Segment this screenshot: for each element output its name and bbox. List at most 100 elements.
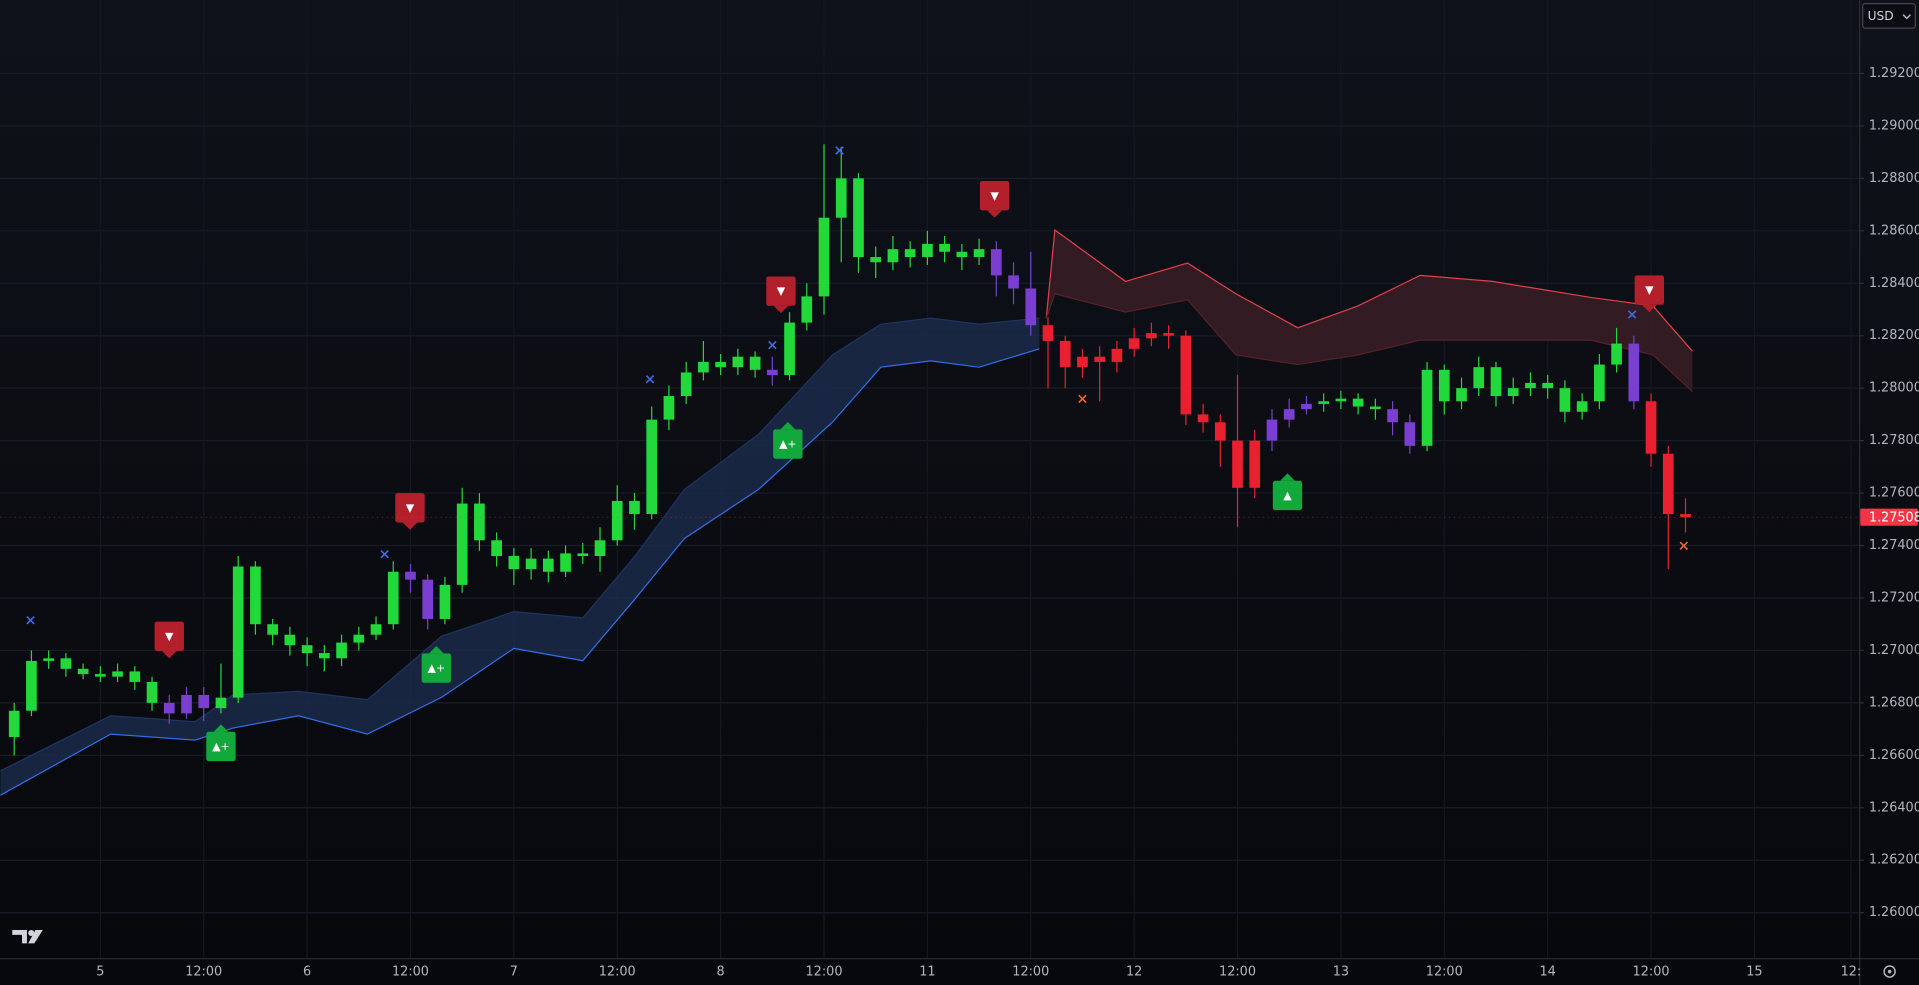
x-tick-label: 12:00: [1012, 965, 1049, 980]
candle-body: [818, 217, 830, 297]
currency-selector[interactable]: USD: [1862, 3, 1916, 29]
settings-button[interactable]: [1883, 965, 1896, 978]
candle-body: [43, 658, 54, 661]
x-tick-label: 12:00: [392, 965, 429, 980]
candle-body: [1111, 348, 1123, 362]
cross-stroke: [768, 340, 777, 350]
currency-box[interactable]: [1862, 3, 1916, 29]
candle-body: [973, 249, 985, 258]
candle-body: [1559, 388, 1571, 412]
cross-marker: [645, 375, 655, 384]
candle-body: [611, 500, 623, 541]
candle-body: [163, 702, 175, 714]
cross-marker: [26, 616, 35, 625]
candle-body: [1404, 422, 1416, 446]
candle-body: [939, 243, 950, 252]
signal-marker: ▲: [1272, 473, 1303, 511]
candle-body: [405, 571, 416, 580]
candle-body: [232, 566, 244, 698]
candle-body: [1008, 275, 1019, 289]
candle-body: [198, 695, 210, 709]
candle-body: [77, 668, 89, 675]
candle-body: [560, 553, 571, 572]
signal-label: ▲: [1283, 489, 1292, 502]
candle-body: [749, 356, 761, 370]
cross-stroke: [1679, 541, 1689, 551]
signal-marker: ▼: [395, 493, 425, 530]
candle-body: [1456, 388, 1467, 402]
candle-body: [715, 361, 726, 368]
candle-body: [1542, 382, 1554, 389]
candle-body: [1283, 409, 1295, 420]
last-price-box: [1860, 508, 1918, 526]
cross-marker: [768, 340, 777, 350]
x-tick-label: 12:00: [1426, 965, 1463, 980]
candle-body: [577, 553, 589, 557]
y-tick-label: 1.26000: [1869, 905, 1919, 920]
candle-body: [1387, 409, 1398, 423]
cross-stroke: [380, 549, 389, 559]
candle-body: [474, 503, 485, 541]
candle-body: [353, 634, 365, 643]
candle-body: [387, 571, 399, 625]
candle-body: [60, 658, 72, 669]
candle-body: [1421, 369, 1433, 446]
signal-marker: ▼: [1634, 275, 1665, 313]
band-area: [1046, 230, 1693, 392]
candle-body: [1249, 440, 1261, 488]
signal-pointer: [987, 210, 1002, 218]
signal-box: [395, 493, 425, 523]
candle-body: [267, 624, 278, 635]
x-tick-label: 12:00: [185, 965, 222, 980]
candle-body: [1318, 401, 1330, 404]
signal-pointer: [402, 522, 418, 530]
signal-label: ▲+: [427, 662, 445, 675]
candle-body: [439, 584, 451, 619]
candle-body: [525, 558, 537, 570]
y-tick-label: 1.27600: [1869, 486, 1919, 501]
x-tick-label: 11: [919, 965, 935, 980]
candle-body: [663, 396, 675, 420]
axes: 1.26000 1.26200 1.26400 1.26600 1.26800 1.270…: [0, 66, 1919, 980]
signal-box: [1634, 275, 1665, 305]
band-upper: [1045, 228, 1693, 352]
candle-body: [1576, 401, 1588, 412]
candle-body: [456, 503, 468, 585]
candle-body: [1163, 333, 1174, 336]
candle-body: [1266, 419, 1278, 441]
candle-body: [1507, 388, 1519, 397]
cross-marker: [1627, 310, 1637, 319]
settings-icon-center[interactable]: [1887, 969, 1892, 974]
candle-body: [301, 645, 313, 654]
signal-pointer: [780, 422, 796, 430]
tradingview-logo: [12, 929, 43, 944]
cross-stroke: [1627, 310, 1637, 319]
currency-label[interactable]: USD: [1868, 9, 1894, 23]
signal-pointer: [161, 650, 177, 659]
y-tick-label: 1.26400: [1869, 800, 1919, 815]
candle-body: [1352, 398, 1364, 407]
signal-marker: ▲+: [421, 645, 452, 683]
candle-body: [698, 361, 709, 373]
candle-body: [250, 566, 261, 625]
candle-body: [508, 556, 520, 570]
candle-body: [904, 249, 916, 258]
y-tick-label: 1.28000: [1869, 381, 1919, 396]
candle-body: [95, 674, 106, 677]
candle-body: [370, 624, 382, 635]
y-tick-label: 1.26600: [1869, 748, 1919, 763]
x-tick-label: 7: [510, 965, 518, 980]
settings-icon[interactable]: [1883, 965, 1896, 978]
signal-label: ▼: [990, 189, 999, 202]
candle-body: [1628, 343, 1640, 402]
candle-body: [922, 243, 933, 258]
candle-body: [1025, 288, 1037, 326]
signal-pointer: [213, 724, 229, 732]
dropdown-arrow[interactable]: [1902, 14, 1911, 20]
candle-body: [1042, 325, 1054, 341]
candle-body: [8, 710, 20, 737]
candle-body: [1645, 401, 1657, 454]
cross-stroke: [26, 616, 35, 625]
